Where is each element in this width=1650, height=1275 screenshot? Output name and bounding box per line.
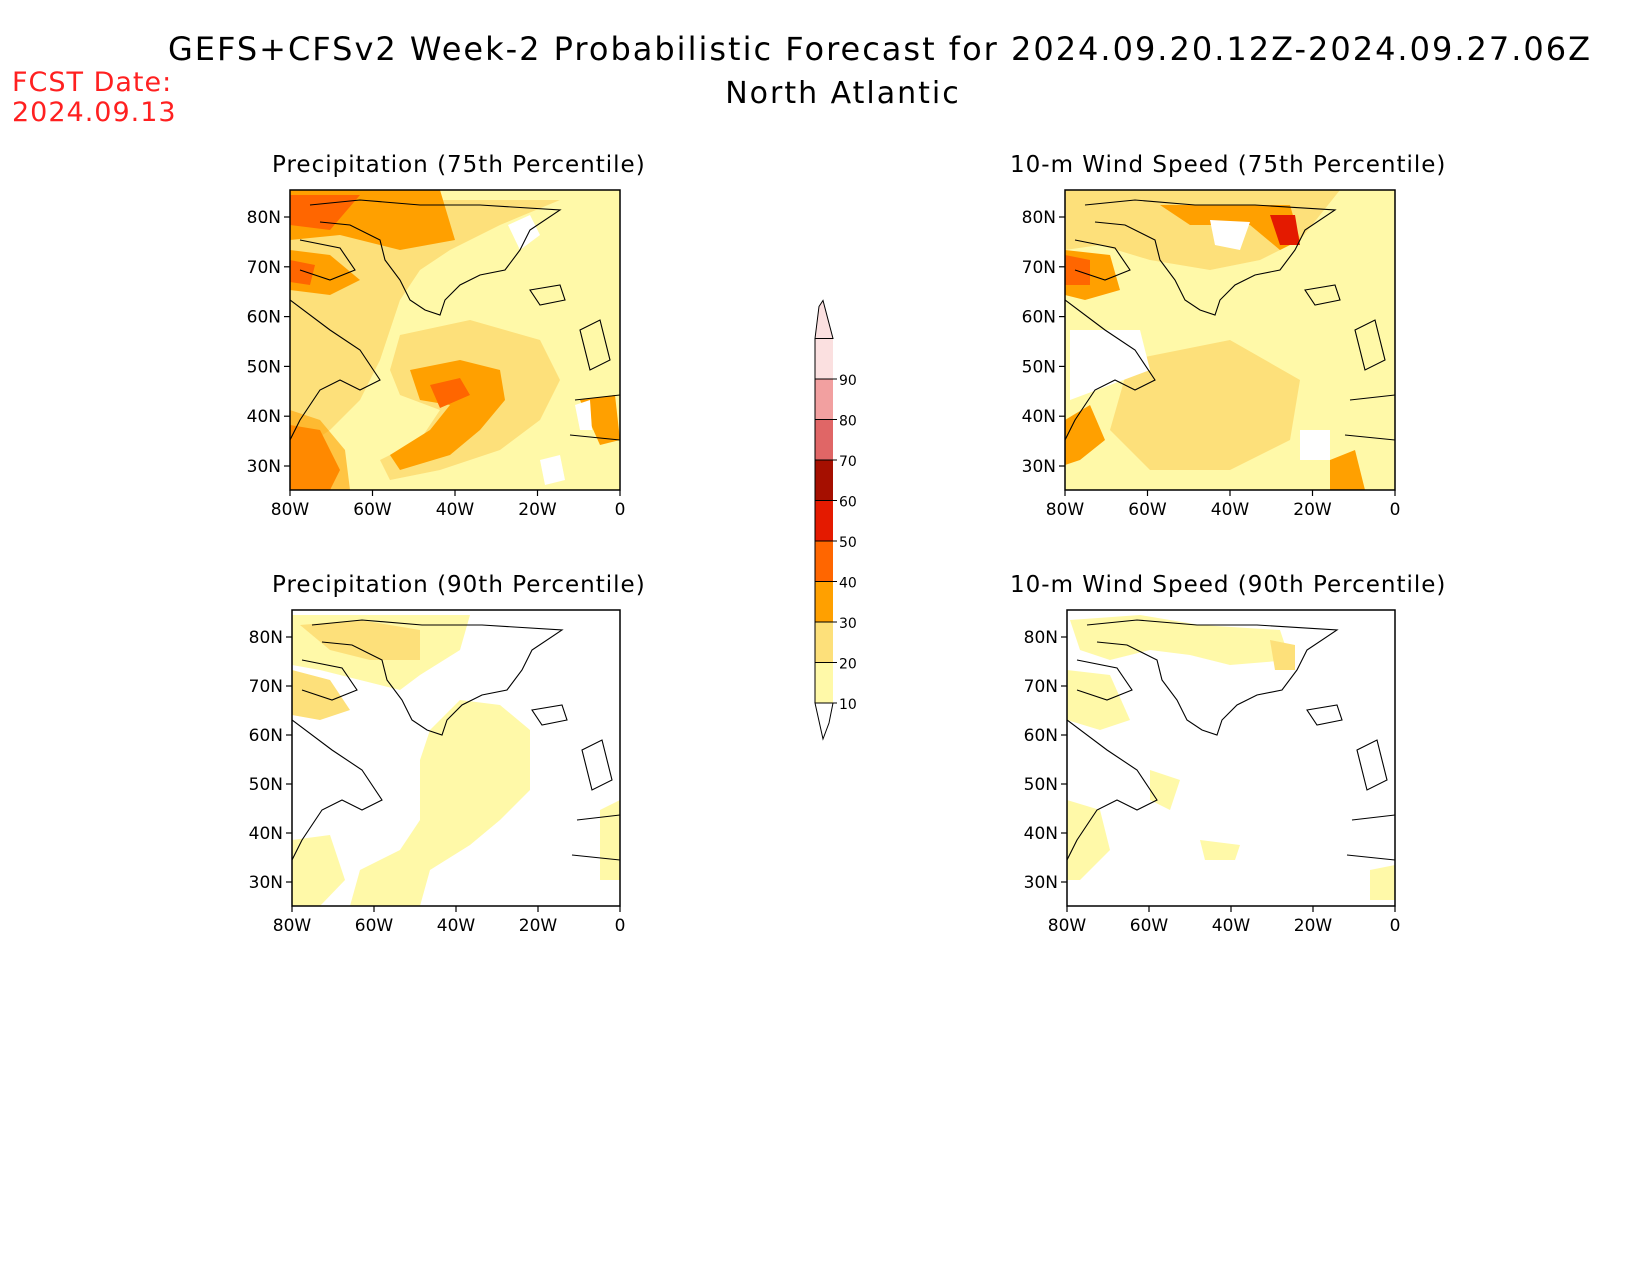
colorbar-tick-label: 20 [839,657,857,673]
lon-tick-label: 80W [273,916,312,936]
colorbar-top-arrow [814,299,834,339]
axis-ticks: 80N 70N 60N 50N 40N 30N 80W 60W 40W 20W 0 80N 70N 60N… [247,208,1401,936]
map-wind-90 [1066,609,1396,907]
lat-tick-label: 50N [247,357,281,377]
lon-tick-label: 20W [518,500,557,520]
lon-tick-label: 60W [1130,916,1169,936]
panel-title-wind-75: 10-m Wind Speed (75th Percentile) [1010,152,1447,178]
forecast-date-value: 2024.09.13 [12,97,177,128]
lon-tick-label: 20W [519,916,558,936]
lat-tick-label: 70N [247,258,281,278]
colorbar-segment [815,662,833,703]
lon-tick-label: 20W [1294,916,1333,936]
colorbar-bottom-arrow [814,702,834,741]
colorbar-segment [815,338,833,379]
lat-tick-label: 30N [249,873,283,893]
lat-tick-label: 60N [249,726,283,746]
lat-tick-label: 80N [247,208,281,228]
lon-tick-label: 60W [355,916,394,936]
lat-tick-label: 60N [1024,726,1058,746]
lat-tick-label: 80N [1024,628,1058,648]
colorbar-segment [815,541,833,582]
lat-tick-label: 80N [1022,208,1056,228]
colorbar: 10 20 30 40 50 60 70 80 90 [814,299,857,741]
lat-tick-label: 40N [1024,824,1058,844]
lon-tick-label: 0 [615,916,626,936]
colorbar-segment [815,460,833,501]
map-precip-75 [289,189,621,491]
colorbar-segment [815,622,833,663]
lat-tick-label: 50N [249,775,283,795]
lat-tick-label: 60N [1022,308,1056,328]
lat-tick-label: 40N [1022,407,1056,427]
colorbar-segment [815,379,833,420]
map-wind-75 [1064,189,1396,491]
region-subtitle: North Atlantic [725,76,961,111]
lon-tick-label: 80W [1046,500,1085,520]
lon-tick-label: 80W [271,500,310,520]
colorbar-tick-label: 10 [839,697,857,713]
lon-tick-label: 40W [436,500,475,520]
lat-tick-label: 60N [247,308,281,328]
lat-tick-label: 70N [1024,677,1058,697]
panel-title-wind-90: 10-m Wind Speed (90th Percentile) [1010,572,1447,598]
lon-tick-label: 0 [1390,916,1401,936]
lat-tick-label: 30N [247,457,281,477]
lon-tick-label: 80W [1048,916,1087,936]
colorbar-tick-label: 90 [839,373,857,389]
lon-tick-label: 40W [1211,500,1250,520]
colorbar-tick-label: 80 [839,414,857,430]
lat-tick-label: 80N [249,628,283,648]
lon-tick-label: 60W [1128,500,1167,520]
lon-tick-label: 0 [615,500,626,520]
forecast-date: FCST Date: 2024.09.13 [12,68,177,128]
colorbar-tick-label: 50 [839,535,857,551]
panel-title-precip-75: Precipitation (75th Percentile) [272,152,646,178]
lat-tick-label: 70N [249,677,283,697]
forecast-date-label: FCST Date: [12,67,173,98]
lat-tick-label: 50N [1022,357,1056,377]
colorbar-segment [815,419,833,460]
lon-tick-label: 60W [353,500,392,520]
page-title: GEFS+CFSv2 Week-2 Probabilistic Forecast… [167,30,1593,68]
panel-title-precip-90: Precipitation (90th Percentile) [272,572,646,598]
colorbar-tick-label: 30 [839,616,857,632]
lat-tick-label: 70N [1022,258,1056,278]
lat-tick-label: 40N [249,824,283,844]
lon-tick-label: 40W [1212,916,1251,936]
colorbar-segment [815,500,833,541]
colorbar-tick-label: 70 [839,454,857,470]
colorbar-tick-label: 60 [839,495,857,511]
lon-tick-label: 40W [437,916,476,936]
lat-tick-label: 40N [247,407,281,427]
lat-tick-label: 30N [1022,457,1056,477]
lat-tick-label: 30N [1024,873,1058,893]
map-precip-90 [291,609,621,907]
colorbar-segment [815,581,833,622]
lat-tick-label: 50N [1024,775,1058,795]
colorbar-tick-label: 40 [839,576,857,592]
lon-tick-label: 0 [1390,500,1401,520]
lon-tick-label: 20W [1293,500,1332,520]
